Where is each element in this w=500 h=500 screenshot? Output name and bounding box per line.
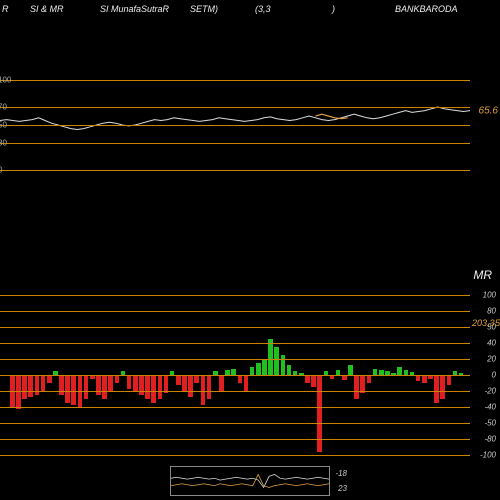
gridline xyxy=(0,107,470,108)
bar xyxy=(102,375,107,399)
gridline xyxy=(0,375,470,376)
bar xyxy=(287,365,292,375)
bar xyxy=(440,375,445,399)
gridline xyxy=(0,407,470,408)
header-text: SETM) xyxy=(190,4,218,14)
gridline xyxy=(0,327,470,328)
bar xyxy=(305,375,310,383)
bar xyxy=(28,375,33,397)
bar xyxy=(281,355,286,375)
bar xyxy=(256,363,261,375)
bar xyxy=(348,365,353,375)
y-tick-label: 0 xyxy=(492,371,496,380)
bar xyxy=(262,359,267,375)
bar xyxy=(219,375,224,391)
bar xyxy=(207,375,212,399)
y-tick-label: 50 xyxy=(0,121,7,130)
bar xyxy=(65,375,70,403)
gridline xyxy=(0,423,470,424)
gridline xyxy=(0,391,470,392)
y-tick-label: -50 xyxy=(484,419,496,428)
gridline xyxy=(0,311,470,312)
bar xyxy=(151,375,156,403)
bar xyxy=(317,375,322,452)
mr-panel: -100-80-50-40-20020405080100203.35 xyxy=(0,295,470,455)
bar xyxy=(274,347,279,375)
bar xyxy=(447,375,452,385)
bar xyxy=(145,375,150,399)
y-tick-label: -100 xyxy=(480,451,496,460)
bar xyxy=(354,375,359,399)
y-tick-label: 100 xyxy=(483,291,496,300)
y-tick-label: -80 xyxy=(484,435,496,444)
bar xyxy=(84,375,89,399)
bar xyxy=(47,375,52,383)
bar xyxy=(434,375,439,403)
gridline xyxy=(0,143,470,144)
header-text: SI & MR xyxy=(30,4,64,14)
header-text: ) xyxy=(332,4,335,14)
header-text: R xyxy=(2,4,9,14)
y-tick-label: 70 xyxy=(0,103,7,112)
mr-label: MR xyxy=(473,268,492,282)
bar xyxy=(22,375,27,399)
bar xyxy=(250,367,255,375)
gridline xyxy=(0,80,470,81)
gridline xyxy=(0,455,470,456)
bar xyxy=(41,375,46,391)
bar xyxy=(360,375,365,393)
bar xyxy=(367,375,372,383)
gridline xyxy=(0,343,470,344)
callout-value: 5 xyxy=(495,318,500,328)
y-tick-label: 20 xyxy=(487,355,496,364)
thumb-label-top: -18 xyxy=(335,469,347,478)
bar xyxy=(188,375,193,397)
thumbnail-chart: -18 23 xyxy=(170,466,330,496)
bar xyxy=(397,367,402,375)
y-tick-label: -20 xyxy=(484,387,496,396)
bar xyxy=(164,375,169,393)
y-tick-label: 40 xyxy=(487,339,496,348)
bar xyxy=(268,339,273,375)
bar xyxy=(96,375,101,395)
current-value: 65.6 xyxy=(479,105,498,116)
bar xyxy=(139,375,144,395)
bar xyxy=(182,375,187,391)
bar xyxy=(35,375,40,395)
y-tick-label: 30 xyxy=(0,139,7,148)
header-text: SI MunafaSutraR xyxy=(100,4,169,14)
y-tick-label: 80 xyxy=(487,307,496,316)
y-tick-label: 0 xyxy=(0,166,2,175)
bar xyxy=(194,375,199,383)
bar xyxy=(311,375,316,387)
bar xyxy=(127,375,132,389)
header-text: BANKBARODA xyxy=(395,4,458,14)
gridline xyxy=(0,125,470,126)
rsi-panel: 030507010065.6 xyxy=(0,80,470,170)
y-tick-label: -40 xyxy=(484,403,496,412)
bar xyxy=(59,375,64,395)
header-text: (3,3 xyxy=(255,4,271,14)
gridline xyxy=(0,295,470,296)
chart-header: R SI & MR SI MunafaSutraR SETM) (3,3) BANKBAR… xyxy=(0,4,500,22)
bar xyxy=(176,375,181,385)
gridline xyxy=(0,359,470,360)
y-tick-label: 100 xyxy=(0,76,11,85)
gridline xyxy=(0,439,470,440)
bar xyxy=(158,375,163,399)
bar xyxy=(133,375,138,391)
bar xyxy=(244,375,249,391)
bar xyxy=(422,375,427,383)
gridline xyxy=(0,170,470,171)
thumb-label-bottom: 23 xyxy=(338,484,347,493)
callout-value: 203.3 xyxy=(472,318,495,328)
bar xyxy=(108,375,113,391)
bar xyxy=(115,375,120,383)
bar xyxy=(238,375,243,383)
